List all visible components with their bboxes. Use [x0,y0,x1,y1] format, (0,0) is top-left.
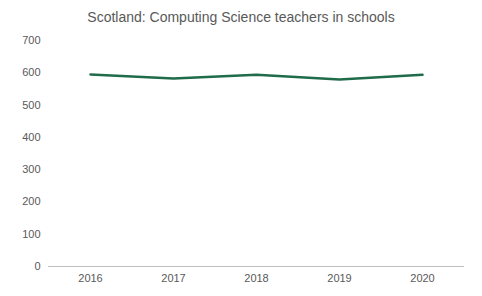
svg-text:2019: 2019 [327,272,351,284]
svg-text:2016: 2016 [78,272,102,284]
svg-text:600: 600 [22,66,40,78]
svg-text:2020: 2020 [410,272,434,284]
svg-text:500: 500 [22,99,40,111]
html-text:Scotland: Computing Science te: Scotland: Computing Science teachers in … [87,9,395,25]
svg-text:200: 200 [22,195,40,207]
svg-text:400: 400 [22,131,40,143]
svg-text:2017: 2017 [161,272,185,284]
svg-text:0: 0 [34,260,40,272]
svg-text:700: 700 [22,34,40,46]
svg-text:100: 100 [22,228,40,240]
svg-text:2018: 2018 [244,272,268,284]
svg-text:300: 300 [22,163,40,175]
